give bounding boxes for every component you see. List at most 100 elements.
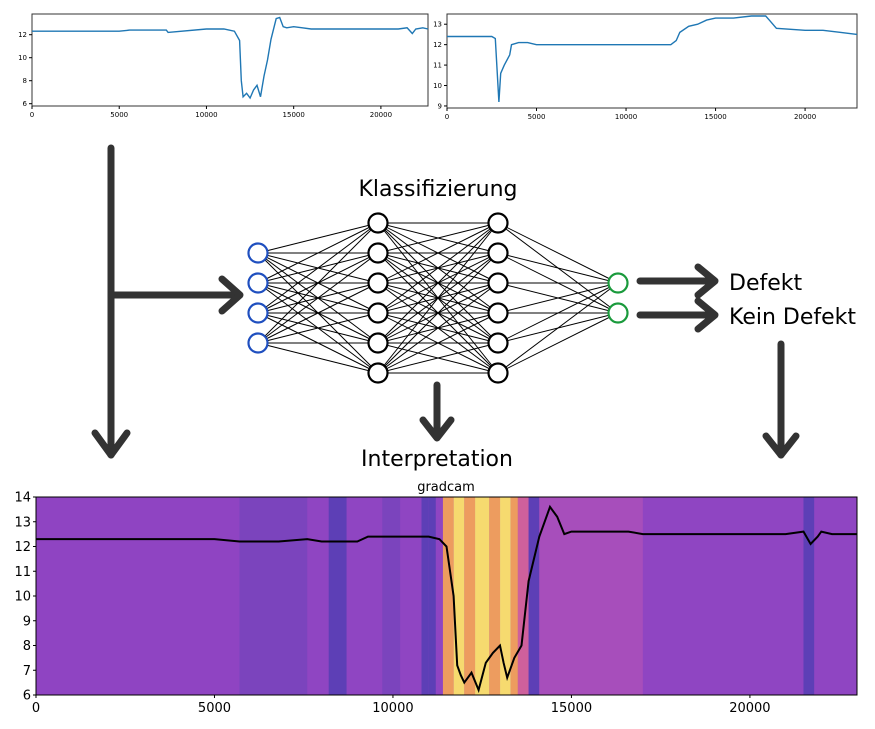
- network-connection: [257, 222, 379, 344]
- heatmap-band: [382, 497, 401, 695]
- network-nodes: [247, 212, 629, 384]
- x-tick-label: 0: [32, 701, 40, 716]
- gradcam-chart: gradcam 0 5000 10000 15000 20000 6 7 8 9 10 11 12 1…: [14, 480, 858, 716]
- network-connection: [497, 282, 619, 344]
- output-arrows: [636, 263, 719, 333]
- y-tick-label: 9: [23, 614, 31, 629]
- heatmap-band: [428, 497, 436, 695]
- y-tick-label: 12: [14, 540, 31, 555]
- y-tick-label: 12: [18, 31, 27, 39]
- input-node: [247, 242, 269, 264]
- network-connection: [377, 222, 499, 374]
- hidden-node: [487, 212, 509, 234]
- x-tick-label: 5000: [528, 113, 546, 121]
- x-tick-label: 20000: [370, 111, 392, 119]
- chart1-x-ticks: 0 5000 10000 15000 20000: [30, 106, 392, 119]
- hidden-node: [367, 212, 389, 234]
- no-defect-arrowhead: [694, 297, 719, 333]
- x-tick-label: 5000: [110, 111, 128, 119]
- output-node: [607, 272, 629, 294]
- y-tick-label: 7: [23, 664, 31, 679]
- branch-arrowhead: [218, 275, 244, 315]
- top-right-chart: 0 5000 10000 15000 20000 9 10 11 12 13: [433, 13, 858, 121]
- heatmap-band: [421, 497, 429, 695]
- chart2-y-ticks: 9 10 11 12 13: [433, 21, 447, 110]
- x-tick-label: 15000: [551, 701, 592, 716]
- heatmap-band: [475, 497, 490, 695]
- heatmap-band: [453, 497, 465, 695]
- heatmap-band: [528, 497, 540, 695]
- input-node: [247, 272, 269, 294]
- heatmap-band: [239, 497, 308, 695]
- y-tick-label: 6: [23, 689, 31, 704]
- chart2-frame: [446, 13, 858, 109]
- heatmap-band: [464, 497, 476, 695]
- x-tick-label: 20000: [729, 701, 770, 716]
- chart1-frame: [31, 13, 429, 107]
- defect-arrowhead: [694, 263, 719, 299]
- y-tick-label: 8: [23, 77, 27, 85]
- y-tick-label: 12: [433, 41, 442, 49]
- output-node: [607, 302, 629, 324]
- gradcam-heatmap-bands: [36, 497, 815, 695]
- hidden-node: [367, 302, 389, 324]
- classification-label: Klassifizierung: [358, 177, 517, 202]
- x-tick-label: 10000: [195, 111, 217, 119]
- y-tick-label: 10: [14, 590, 31, 605]
- network-connection: [377, 222, 499, 344]
- top-left-chart: 0 5000 10000 15000 20000 6 8 10 12: [18, 13, 429, 119]
- interpretation-arrowhead: [419, 416, 455, 442]
- network-connection: [377, 222, 499, 254]
- x-tick-label: 5000: [198, 701, 231, 716]
- defect-label: Defekt: [729, 271, 802, 296]
- network-connection: [497, 252, 619, 284]
- heatmap-band: [517, 497, 529, 695]
- y-tick-label: 9: [438, 102, 442, 110]
- network-connection: [257, 342, 379, 374]
- y-tick-label: 14: [14, 491, 31, 506]
- gradcam-x-ticks: 0 5000 10000 15000 20000: [32, 695, 771, 716]
- hidden-node: [367, 242, 389, 264]
- hidden-node: [367, 362, 389, 384]
- chart2-series-line: [447, 15, 858, 102]
- y-tick-label: 10: [18, 54, 27, 62]
- network-connection: [497, 282, 619, 374]
- network-connection: [377, 222, 499, 314]
- y-tick-label: 10: [433, 82, 442, 90]
- y-tick-label: 13: [14, 515, 31, 530]
- heatmap-band: [328, 497, 347, 695]
- y-tick-label: 8: [23, 639, 31, 654]
- heatmap-band: [442, 497, 454, 695]
- y-tick-label: 11: [433, 62, 442, 70]
- no-defect-label: Kein Defekt: [729, 305, 856, 330]
- chart1-y-ticks: 6 8 10 12: [18, 31, 32, 108]
- x-tick-label: 10000: [615, 113, 637, 121]
- hidden-node: [487, 332, 509, 354]
- gradcam-series-line: [36, 504, 857, 694]
- heatmap-band: [803, 497, 815, 695]
- x-tick-label: 10000: [372, 701, 413, 716]
- y-tick-label: 11: [14, 565, 31, 580]
- hidden-node: [487, 302, 509, 324]
- network-connection: [497, 312, 619, 374]
- heatmap-band: [489, 497, 501, 695]
- network-connections: [257, 222, 619, 374]
- heatmap-band: [510, 497, 518, 695]
- hidden-node: [487, 272, 509, 294]
- right-arrowhead: [762, 432, 800, 459]
- network-connection: [377, 282, 499, 374]
- heatmap-band: [36, 497, 240, 695]
- network-connection: [497, 222, 619, 284]
- network-connection: [257, 252, 379, 344]
- input-node: [247, 302, 269, 324]
- left-down-arrowhead: [91, 429, 131, 459]
- network-connection: [377, 252, 499, 374]
- x-tick-label: 15000: [704, 113, 726, 121]
- network-connection: [497, 282, 619, 314]
- interpretation-arrow: [419, 381, 455, 442]
- hidden-node: [487, 242, 509, 264]
- network-connection: [377, 312, 499, 374]
- input-node: [247, 332, 269, 354]
- network-connection: [377, 342, 499, 374]
